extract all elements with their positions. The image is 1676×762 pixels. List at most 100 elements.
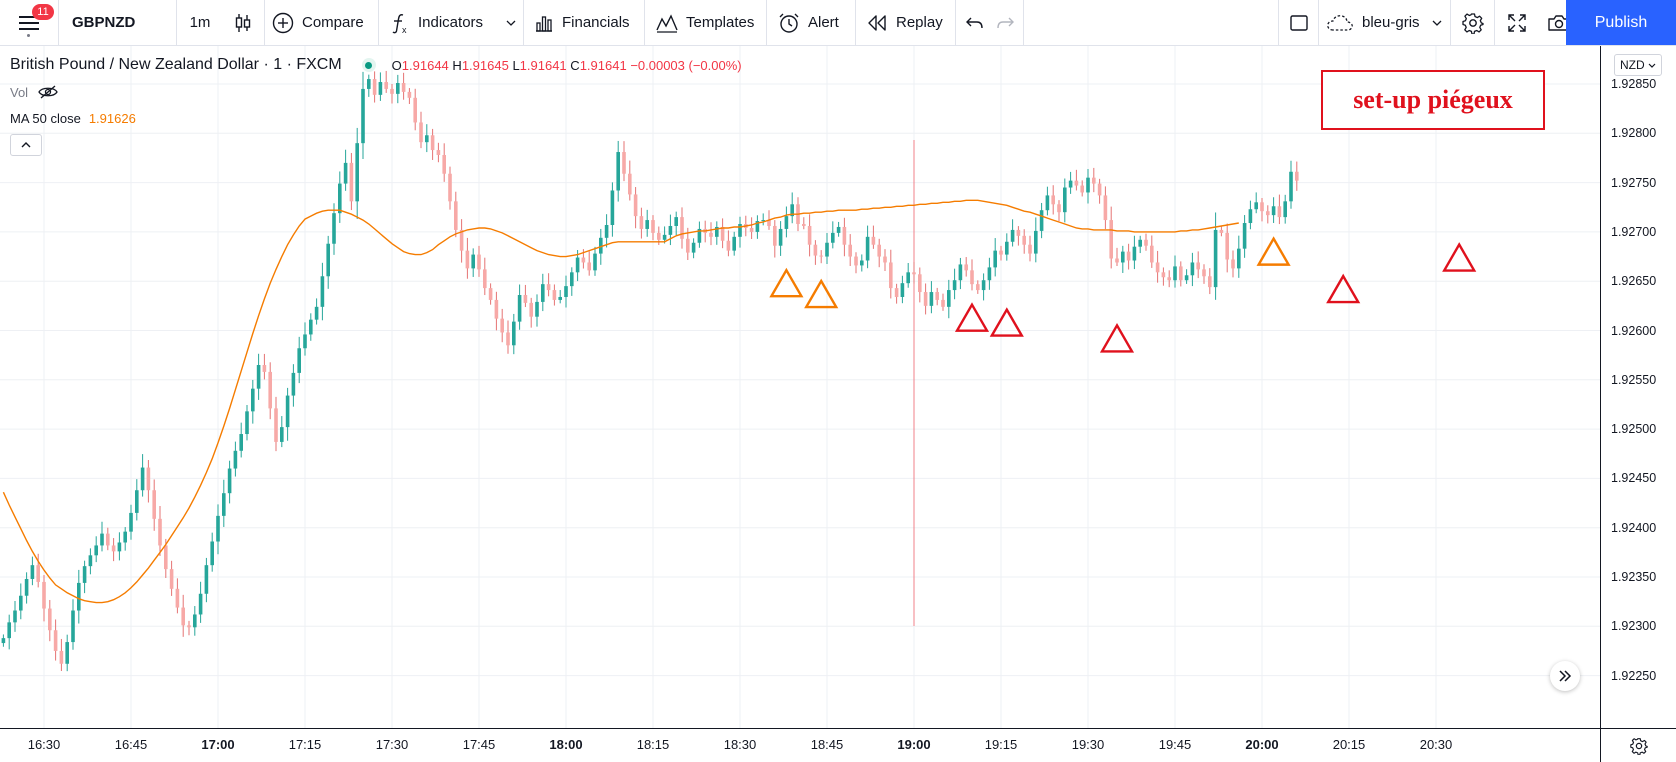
candle-body bbox=[1028, 244, 1032, 254]
main-menu-button[interactable]: 11 bbox=[0, 0, 58, 45]
candle-body bbox=[1115, 258, 1119, 263]
symbol-search-button[interactable]: GBPNZD bbox=[62, 0, 174, 45]
time-axis[interactable]: 16:30 16:45 17:00 17:15 17:30 17:45 18:00 18:15… bbox=[0, 728, 1600, 762]
candle-body bbox=[993, 250, 997, 268]
candle-body bbox=[477, 254, 481, 270]
candle-body bbox=[175, 588, 180, 608]
currency-label: NZD bbox=[1620, 58, 1645, 72]
candle-body bbox=[454, 201, 458, 230]
compare-button[interactable]: Compare bbox=[272, 0, 364, 45]
interval-button[interactable]: 1m bbox=[182, 0, 218, 45]
double-chevron-right-icon bbox=[1559, 670, 1572, 682]
candle-body bbox=[1277, 206, 1282, 218]
candle-body bbox=[889, 262, 893, 289]
replay-button[interactable]: Replay bbox=[866, 0, 943, 45]
alert-button[interactable]: Alert bbox=[778, 0, 839, 45]
financials-button[interactable]: Financials bbox=[534, 0, 630, 45]
candle-body bbox=[396, 83, 400, 94]
change-value: −0.00003 (−0.00%) bbox=[630, 57, 742, 73]
candle-body bbox=[1034, 230, 1038, 254]
candle-body bbox=[111, 545, 116, 552]
candle-body bbox=[529, 302, 533, 317]
candle-body bbox=[1271, 206, 1276, 216]
market-status-dot[interactable] bbox=[361, 58, 376, 72]
candles bbox=[1, 70, 1299, 672]
candle-body bbox=[923, 292, 928, 306]
candle-body bbox=[952, 280, 957, 291]
undo-button[interactable] bbox=[962, 0, 988, 45]
symbol-description[interactable]: British Pound / New Zealand Dollar · 1 ·… bbox=[10, 56, 342, 73]
candle-body bbox=[854, 256, 858, 266]
markers-layer bbox=[769, 236, 1477, 353]
chart-pane[interactable] bbox=[0, 46, 1600, 728]
volume-legend[interactable]: Vol bbox=[10, 82, 58, 102]
camera-icon bbox=[1548, 14, 1570, 31]
indicators-dropdown-button[interactable] bbox=[502, 0, 520, 45]
fullscreen-layout-button[interactable] bbox=[1284, 0, 1314, 45]
menu-dot bbox=[27, 34, 30, 37]
candle-body bbox=[65, 642, 69, 664]
axis-settings-button[interactable] bbox=[1600, 728, 1676, 762]
candles-icon bbox=[235, 13, 251, 32]
candle-body bbox=[251, 388, 255, 412]
triangle-marker bbox=[1256, 236, 1291, 266]
compare-label: Compare bbox=[302, 14, 364, 31]
candle-body bbox=[1190, 262, 1195, 276]
eye-hidden-icon[interactable] bbox=[38, 84, 58, 100]
candle-body bbox=[210, 541, 214, 566]
triangle-marker bbox=[1326, 273, 1361, 304]
candle-body bbox=[227, 468, 232, 494]
fullscreen-button[interactable] bbox=[1502, 0, 1532, 45]
triangle-marker bbox=[989, 307, 1024, 337]
indicators-button[interactable]: x Indicators bbox=[390, 0, 483, 45]
ma-legend[interactable]: MA 50 close 1.91626 bbox=[10, 108, 136, 128]
candle-body bbox=[13, 610, 17, 623]
publish-button[interactable]: Publish bbox=[1566, 0, 1676, 45]
candle-body bbox=[413, 97, 417, 123]
candle-body bbox=[865, 236, 870, 261]
candle-body bbox=[836, 226, 841, 233]
settings-button[interactable] bbox=[1458, 0, 1488, 45]
time-tick-label: 19:00 bbox=[897, 737, 931, 752]
chart-style-button[interactable] bbox=[228, 0, 258, 45]
candle-body bbox=[181, 607, 185, 626]
candle-body bbox=[848, 244, 852, 257]
candle-body bbox=[1283, 201, 1287, 218]
candle-body bbox=[158, 518, 162, 546]
candle-body bbox=[1213, 229, 1218, 288]
candle-body bbox=[651, 220, 655, 233]
redo-button[interactable] bbox=[992, 0, 1018, 45]
separator bbox=[1023, 0, 1024, 45]
collapse-legend-button[interactable] bbox=[10, 134, 42, 156]
candle-body bbox=[593, 253, 597, 271]
candle-body bbox=[1231, 259, 1235, 269]
candle-body bbox=[894, 288, 899, 297]
candle-body bbox=[361, 88, 365, 144]
candle-body bbox=[1074, 180, 1079, 186]
candle-body bbox=[912, 272, 916, 275]
candle-body bbox=[825, 242, 829, 257]
grid-lines bbox=[0, 46, 1600, 728]
snapshot-button[interactable] bbox=[1544, 0, 1574, 45]
annotation-box[interactable]: set-up piégeux bbox=[1321, 70, 1545, 130]
high-key: H bbox=[452, 57, 462, 73]
price-chart[interactable] bbox=[0, 46, 1600, 728]
candle-body bbox=[204, 565, 209, 594]
price-tick-label: 1.92850 bbox=[1611, 77, 1657, 91]
candle-body bbox=[790, 204, 794, 217]
time-tick-label: 17:00 bbox=[201, 737, 235, 752]
time-tick-label: 19:15 bbox=[984, 737, 1018, 752]
candle-body bbox=[964, 264, 968, 271]
triangle-marker bbox=[1099, 322, 1135, 353]
currency-select[interactable]: NZD bbox=[1614, 54, 1662, 76]
layout-save-button[interactable]: bleu-gris bbox=[1326, 0, 1420, 45]
templates-button[interactable]: Templates bbox=[656, 0, 754, 45]
candle-body bbox=[616, 152, 620, 191]
candle-body bbox=[1132, 246, 1137, 261]
candle-body bbox=[401, 83, 406, 92]
candle-body bbox=[488, 288, 493, 300]
price-axis[interactable]: 1.92850 1.92800 1.92750 1.92700 1.92650 1.926… bbox=[1600, 46, 1676, 728]
scroll-to-realtime-button[interactable] bbox=[1550, 661, 1580, 691]
candle-body bbox=[372, 79, 377, 95]
layout-dropdown-button[interactable] bbox=[1428, 0, 1446, 45]
